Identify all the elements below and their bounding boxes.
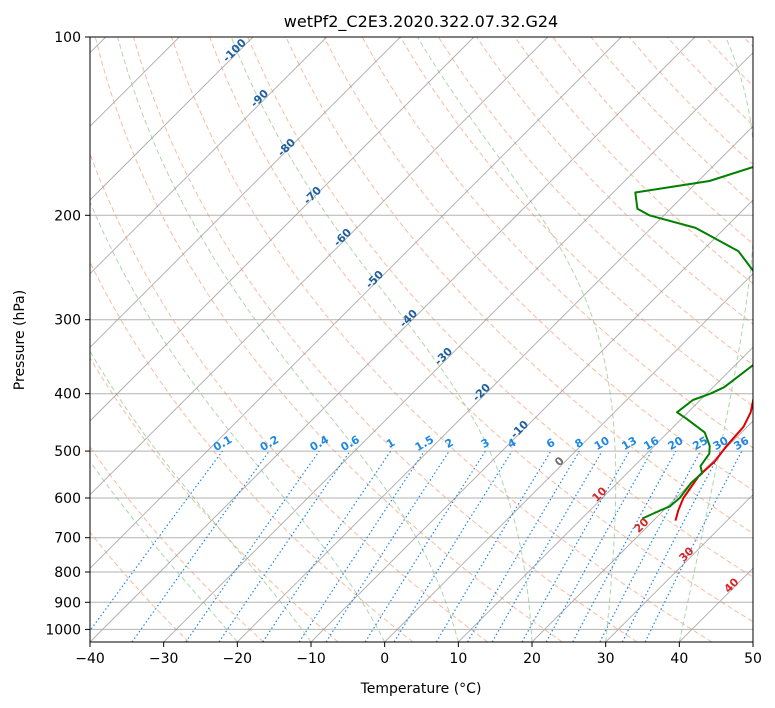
x-axis: −40 −30 −20 −10 0 10 20 30 40 50 xyxy=(75,642,762,667)
isotherm-line xyxy=(236,125,753,642)
x-axis-label: Temperature (°C) xyxy=(360,681,482,697)
mixing-ratio-line xyxy=(521,450,631,642)
dry-adiabat-line xyxy=(285,37,753,535)
moist-adiabat-line xyxy=(90,200,386,642)
x-tick-label: −40 xyxy=(75,651,105,667)
x-tick-label: 50 xyxy=(744,651,762,667)
y-tick-label: 700 xyxy=(54,531,81,547)
y-tick-label: 300 xyxy=(54,313,81,329)
dry-adiabat-line xyxy=(94,37,563,642)
mixing-ratio-line xyxy=(298,450,425,642)
isotherm-line xyxy=(163,51,753,642)
dry-adiabat-line xyxy=(361,37,753,449)
dry-adiabat-line xyxy=(399,37,753,407)
y-tick-label: 400 xyxy=(54,387,81,403)
x-tick-label: −20 xyxy=(223,651,253,667)
isotherm-line xyxy=(90,37,549,496)
moist-adiabat-line xyxy=(678,37,753,642)
dry-adiabat-line xyxy=(90,152,488,642)
isotherm-line xyxy=(90,37,401,349)
mixing-ratio-line xyxy=(185,450,320,642)
y-tick-label: 200 xyxy=(54,208,81,224)
mixing-ratio-line xyxy=(90,450,223,632)
y-tick-label: 1000 xyxy=(45,622,81,638)
x-tick-label: 10 xyxy=(449,651,467,667)
y-axis: 100 200 300 400 500 600 700 800 900 1000 xyxy=(45,30,90,638)
x-tick-label: 40 xyxy=(670,651,688,667)
isotherm-line xyxy=(457,346,753,642)
y-axis-label: Pressure (hPa) xyxy=(12,290,28,390)
dry-adiabat-line xyxy=(132,37,638,642)
isotherm-line xyxy=(531,420,753,642)
dry-adiabat-line xyxy=(90,356,339,642)
moist-adiabat-line xyxy=(90,460,238,642)
background-lines xyxy=(90,37,753,642)
isotherm-line xyxy=(310,199,753,642)
isotherm-line xyxy=(90,37,328,275)
mixing-ratio-line xyxy=(262,450,392,642)
dry-adiabat-line xyxy=(514,37,753,285)
plot-frame xyxy=(89,36,754,643)
dewpoint-profile-line xyxy=(634,165,753,520)
y-tick-label: 500 xyxy=(54,444,81,460)
isotherm-line xyxy=(605,493,753,642)
dry-adiabat-line xyxy=(437,37,753,366)
dry-adiabat-line xyxy=(247,37,753,578)
dry-adiabat-line xyxy=(171,37,712,642)
dry-adiabat-line xyxy=(90,446,264,642)
mixing-ratio-line xyxy=(325,450,450,642)
x-tick-label: 30 xyxy=(597,651,615,667)
dry-adiabat-line xyxy=(90,531,190,642)
y-tick-label: 900 xyxy=(54,595,81,611)
dry-adiabat-line xyxy=(323,37,753,491)
isotherm-line xyxy=(90,37,475,422)
profile-lines xyxy=(634,165,753,521)
y-tick-label: 100 xyxy=(54,30,81,46)
chart-title: wetPf2_C2E3.2020.322.07.32.G24 xyxy=(284,12,558,32)
x-tick-label: 0 xyxy=(380,651,389,667)
isotherm-line xyxy=(384,272,753,642)
dry-adiabat-line xyxy=(209,37,753,623)
temperature-profile-line xyxy=(674,396,753,521)
x-tick-label: −10 xyxy=(296,651,326,667)
moist-adiabat-line xyxy=(230,37,533,642)
mixing-ratio-line xyxy=(644,450,743,642)
y-tick-label: 600 xyxy=(54,491,81,507)
x-tick-label: 20 xyxy=(523,651,541,667)
mixing-ratio-line xyxy=(393,450,513,642)
isotherm-line xyxy=(90,37,696,642)
mixing-ratio-line xyxy=(572,450,677,642)
isotherm-line xyxy=(90,37,622,570)
y-tick-label: 800 xyxy=(54,565,81,581)
isotherm-line xyxy=(90,37,254,201)
mixing-ratio-line xyxy=(218,450,351,642)
moist-adiabat-line xyxy=(117,37,459,642)
moist-adiabat-line xyxy=(416,37,617,642)
x-tick-label: −30 xyxy=(149,651,179,667)
mixing-ratio-line xyxy=(545,450,653,642)
mixing-ratio-line xyxy=(131,450,270,642)
